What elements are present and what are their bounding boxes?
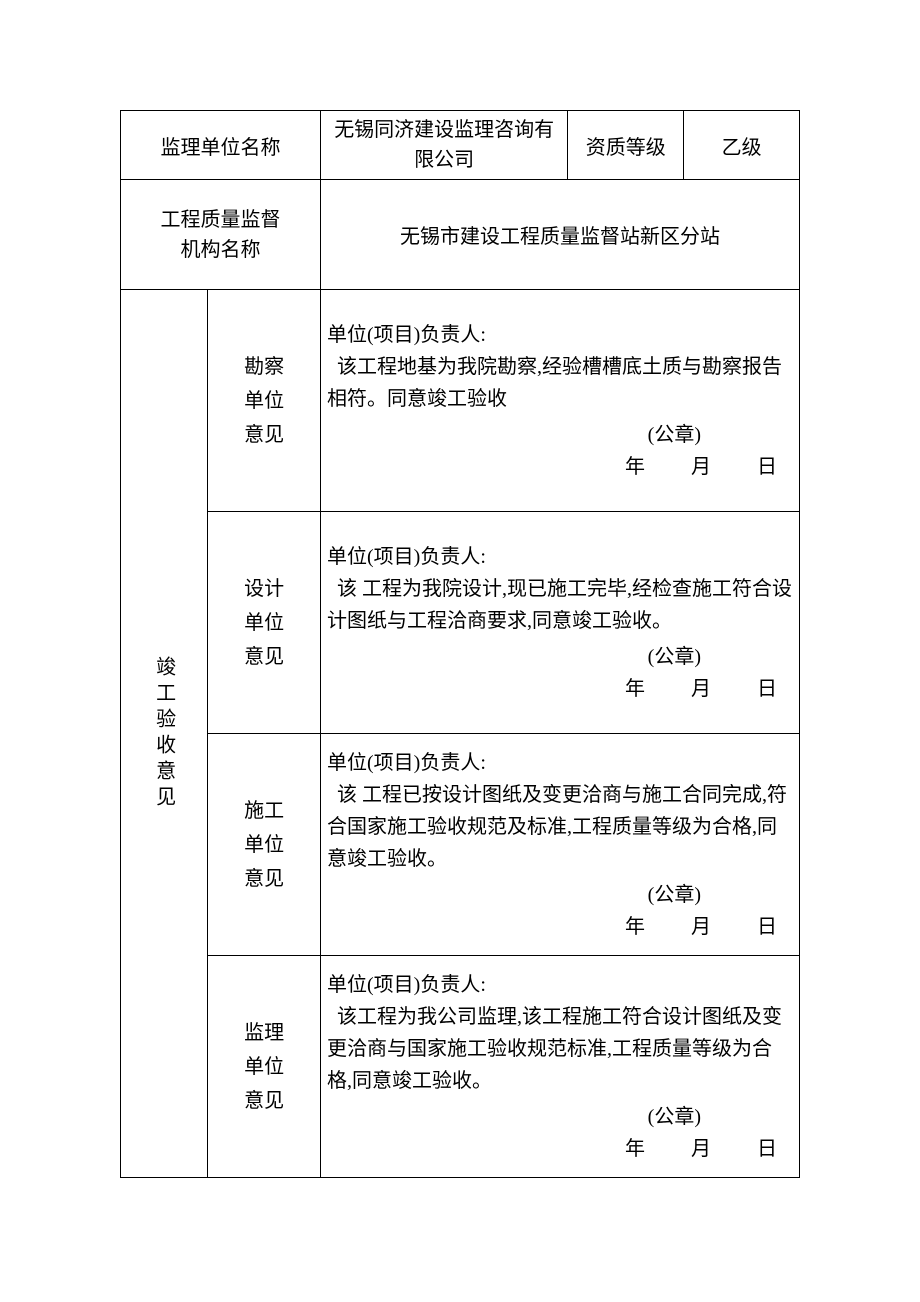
qualification-level-label: 资质等级 <box>568 111 684 180</box>
supervision-day: 日 <box>757 1138 779 1160</box>
supervision-seal: (公章) <box>327 1101 793 1133</box>
construction-label-1: 施工 <box>244 800 284 822</box>
survey-month: 月 <box>691 456 713 478</box>
construction-label-3: 意见 <box>244 868 284 890</box>
survey-opinion-body: 单位(项目)负责人: 该工程地基为我院勘察,经验槽槽底土质与勘察报告相符。同意竣… <box>321 290 800 512</box>
supervision-label-2: 单位 <box>244 1056 284 1078</box>
supervision-opinion-body: 单位(项目)负责人: 该工程为我公司监理,该工程施工符合设计图纸及变更洽商与国家… <box>321 956 800 1178</box>
survey-day: 日 <box>757 456 779 478</box>
construction-body-text: 该 工程已按设计图纸及变更洽商与施工合同完成,符合国家施工验收规范及标准,工程质… <box>327 779 793 875</box>
survey-body-text: 该工程地基为我院勘察,经验槽槽底土质与勘察报告相符。同意竣工验收 <box>327 351 793 415</box>
supervision-leader-line: 单位(项目)负责人: <box>327 969 793 1001</box>
survey-opinion-label: 勘察 单位 意见 <box>208 290 321 512</box>
design-opinion-body: 单位(项目)负责人: 该 工程为我院设计,现已施工完毕,经检查施工符合设计图纸与… <box>321 512 800 734</box>
supervision-month: 月 <box>691 1138 713 1160</box>
design-year: 年 <box>625 678 647 700</box>
construction-leader-line: 单位(项目)负责人: <box>327 747 793 779</box>
construction-opinion-label: 施工 单位 意见 <box>208 734 321 956</box>
supervision-opinion-label: 监理 单位 意见 <box>208 956 321 1178</box>
design-month: 月 <box>691 678 713 700</box>
construction-year: 年 <box>625 916 647 938</box>
row-opinion-construction: 施工 单位 意见 单位(项目)负责人: 该 工程已按设计图纸及变更洽商与施工合同… <box>121 734 800 956</box>
acceptance-table: 监理单位名称 无锡同济建设监理咨询有限公司 资质等级 乙级 工程质量监督 机构名… <box>120 110 800 1178</box>
qualification-level-value: 乙级 <box>684 111 800 180</box>
construction-day: 日 <box>757 916 779 938</box>
row-opinion-design: 设计 单位 意见 单位(项目)负责人: 该 工程为我院设计,现已施工完毕,经检查… <box>121 512 800 734</box>
quality-agency-label: 工程质量监督 机构名称 <box>121 180 321 290</box>
design-label-1: 设计 <box>244 578 284 600</box>
design-date-line: 年月日 <box>327 673 793 705</box>
design-label-3: 意见 <box>244 646 284 668</box>
construction-label-2: 单位 <box>244 834 284 856</box>
supervision-unit-label: 监理单位名称 <box>121 111 321 180</box>
construction-opinion-body: 单位(项目)负责人: 该 工程已按设计图纸及变更洽商与施工合同完成,符合国家施工… <box>321 734 800 956</box>
quality-agency-label-line2: 机构名称 <box>181 239 261 261</box>
design-seal: (公章) <box>327 641 793 673</box>
row-supervision-unit: 监理单位名称 无锡同济建设监理咨询有限公司 资质等级 乙级 <box>121 111 800 180</box>
supervision-label-3: 意见 <box>244 1090 284 1112</box>
design-opinion-label: 设计 单位 意见 <box>208 512 321 734</box>
design-label-2: 单位 <box>244 612 284 634</box>
construction-seal: (公章) <box>327 879 793 911</box>
design-day: 日 <box>757 678 779 700</box>
construction-date-line: 年月日 <box>327 911 793 943</box>
survey-year: 年 <box>625 456 647 478</box>
supervision-unit-value: 无锡同济建设监理咨询有限公司 <box>321 111 568 180</box>
supervision-year: 年 <box>625 1138 647 1160</box>
survey-label-2: 单位 <box>244 390 284 412</box>
supervision-date-line: 年月日 <box>327 1133 793 1165</box>
survey-label-1: 勘察 <box>244 356 284 378</box>
quality-agency-value: 无锡市建设工程质量监督站新区分站 <box>321 180 800 290</box>
survey-date-line: 年月日 <box>327 451 793 483</box>
quality-agency-label-line1: 工程质量监督 <box>161 209 281 231</box>
survey-leader-line: 单位(项目)负责人: <box>327 319 793 351</box>
design-body-text: 该 工程为我院设计,现已施工完毕,经检查施工符合设计图纸与工程洽商要求,同意竣工… <box>327 573 793 637</box>
row-opinion-supervision: 监理 单位 意见 单位(项目)负责人: 该工程为我公司监理,该工程施工符合设计图… <box>121 956 800 1178</box>
row-quality-agency: 工程质量监督 机构名称 无锡市建设工程质量监督站新区分站 <box>121 180 800 290</box>
construction-month: 月 <box>691 916 713 938</box>
survey-label-3: 意见 <box>244 424 284 446</box>
survey-seal: (公章) <box>327 419 793 451</box>
design-leader-line: 单位(项目)负责人: <box>327 541 793 573</box>
row-opinion-survey: 竣工验收意见 勘察 单位 意见 单位(项目)负责人: 该工程地基为我院勘察,经验… <box>121 290 800 512</box>
supervision-body-text: 该工程为我公司监理,该工程施工符合设计图纸及变更洽商与国家施工验收规范标准,工程… <box>327 1001 793 1097</box>
section-title-vertical: 竣工验收意见 <box>121 290 208 1178</box>
supervision-label-1: 监理 <box>244 1022 284 1044</box>
